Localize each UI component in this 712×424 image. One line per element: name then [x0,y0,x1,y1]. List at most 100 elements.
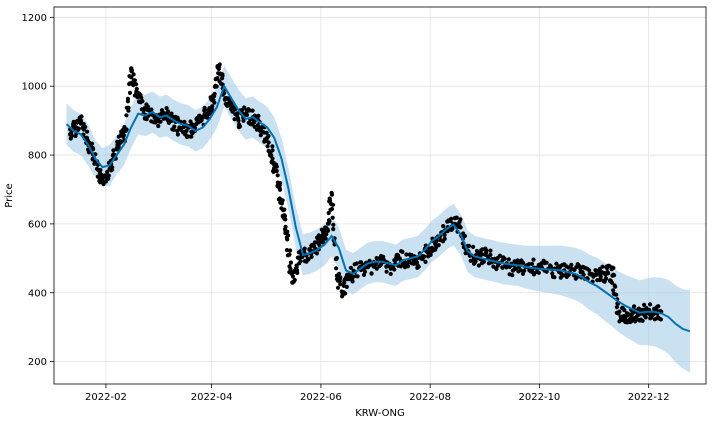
y-tick-label: 1000 [22,82,47,93]
observed-point [69,133,75,138]
observed-point [640,318,645,323]
observed-point [467,243,472,249]
observed-point [124,113,129,118]
observed-point [197,113,202,118]
observed-point [233,107,238,112]
observed-point [110,167,115,172]
observed-point [182,119,187,124]
observed-point [611,272,616,277]
observed-point [632,304,637,309]
observed-point [235,111,240,116]
observed-point [329,190,334,196]
observed-point [471,244,476,249]
observed-point [642,313,647,318]
observed-point [270,144,275,149]
observed-point [531,272,537,277]
observed-point [581,272,586,277]
x-tick-label: 2022-02 [85,392,127,403]
observed-point [171,127,176,132]
observed-point [331,227,336,232]
observed-point [458,225,463,230]
observed-point [441,224,446,229]
observed-point [280,198,285,203]
y-axis-label: Price [4,183,15,207]
observed-point [326,210,331,216]
observed-point [442,236,447,241]
observed-point [552,275,557,280]
observed-point [314,251,319,256]
observed-point [79,114,84,119]
observed-point [292,277,297,283]
observed-point [76,126,81,131]
observed-point [400,249,405,254]
observed-point [348,265,353,270]
observed-point [98,167,103,173]
observed-point [283,224,288,229]
observed-point [521,260,526,265]
observed-point [210,104,215,109]
observed-point [212,100,217,105]
observed-point [462,233,467,239]
y-axis-ticks: 200 400 600 800 1000 1200 [22,13,54,368]
observed-point [232,117,237,122]
observed-point [642,302,647,307]
observed-point [603,276,609,282]
observed-point [282,207,287,212]
observed-point [242,105,247,110]
observed-point [392,267,397,272]
observed-point [404,252,409,257]
observed-point [341,290,346,295]
observed-point [274,164,279,169]
observed-point [518,268,524,273]
observed-point [617,309,622,314]
observed-point [476,263,481,268]
observed-point [157,119,162,124]
y-tick-label: 600 [28,219,47,230]
observed-point [220,76,225,81]
observed-point [510,273,515,278]
observed-point [335,285,341,290]
observed-point [605,271,611,276]
observed-point [609,280,615,285]
observed-point [473,259,478,264]
observed-point [362,269,368,274]
x-tick-label: 2022-04 [191,392,233,403]
observed-point [488,252,493,257]
observed-point [131,78,137,83]
observed-point [237,122,242,127]
observed-point [325,227,330,232]
observed-point [199,118,204,123]
x-tick-label: 2022-10 [519,392,561,403]
observed-point [175,117,180,122]
observed-point [134,86,139,91]
observed-point [374,256,379,261]
observed-point [129,66,134,71]
y-tick-label: 400 [28,288,47,299]
observed-point [302,246,307,251]
observed-point [369,271,374,276]
observed-point [139,95,144,100]
observed-point [149,107,154,112]
observed-point [550,271,555,276]
observed-point [264,130,269,135]
observed-point [288,266,293,271]
x-axis-ticks: 2022-02 2022-04 2022-06 2022-08 2022-10 2022-… [85,384,670,403]
observed-point [266,133,271,139]
observed-point [388,271,393,277]
observed-point [88,142,94,147]
plot-frame [53,6,707,385]
observed-point [454,215,459,220]
observed-point [598,276,603,282]
observed-point [611,288,616,293]
y-tick-label: 800 [28,151,47,162]
observed-point [611,265,616,271]
observed-point [295,268,300,273]
observed-point [350,279,355,284]
observed-point [287,252,292,257]
observed-point [85,129,90,134]
observed-point [258,133,263,138]
observed-point [126,108,131,113]
observed-point [277,186,282,191]
observed-point [298,259,303,264]
